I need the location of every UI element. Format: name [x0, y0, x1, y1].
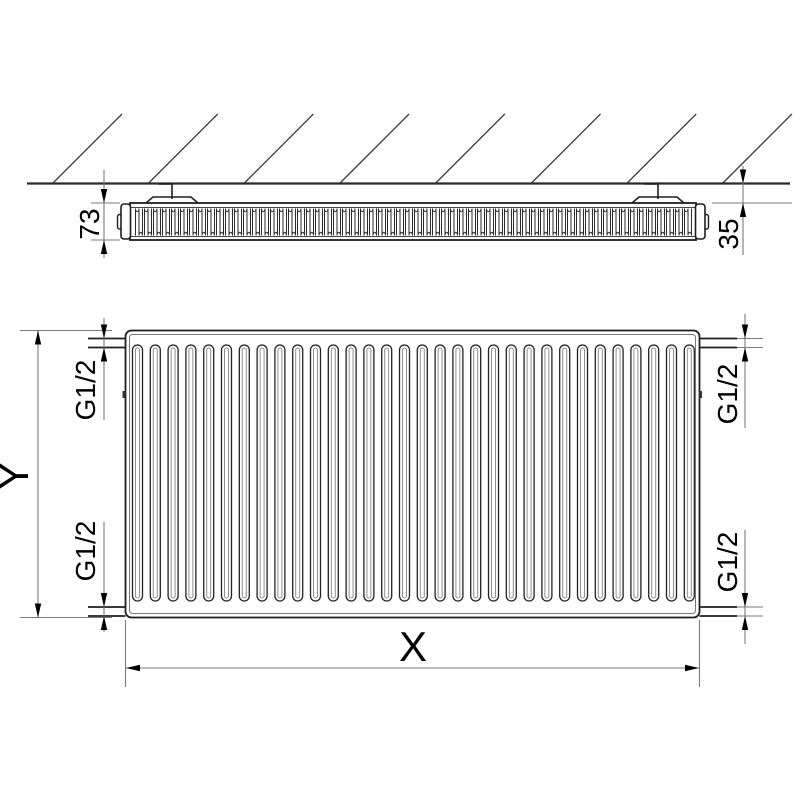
depth-dimension-label: 73 [74, 208, 105, 239]
channel [328, 345, 338, 601]
dimension-wall-gap-35: 35 [712, 166, 792, 255]
height-dimension-label: Y [0, 462, 37, 490]
dimension-connection-top-left: G1/2 [70, 318, 104, 420]
channel [560, 345, 570, 601]
channel [400, 345, 410, 601]
dim-Y-arrow-bottom [35, 604, 41, 618]
channel [186, 345, 196, 601]
channel [506, 345, 516, 601]
dim-g12-tr-arrow-top [742, 325, 748, 339]
width-dimension-label: X [399, 623, 427, 670]
channel [382, 345, 392, 601]
left-end-cap [121, 204, 131, 239]
channel [293, 345, 303, 601]
connection-stub-bottom-right [700, 607, 738, 616]
radiator-front-view [88, 331, 737, 618]
dim-g12-bl-arrow-bottom [101, 616, 107, 630]
channel [453, 345, 463, 601]
dim-73-arrow-top [101, 189, 107, 203]
connection-size-label: G1/2 [712, 364, 743, 425]
dim-g12-tl-arrow-top [101, 325, 107, 339]
dimension-width-X: X [126, 620, 700, 687]
dim-g12-br-arrow-top [742, 593, 748, 607]
channel [133, 345, 143, 601]
channel [631, 345, 641, 601]
channel [489, 345, 499, 601]
connection-size-label: G1/2 [712, 532, 743, 593]
drawing-canvas: 73 35 Y [0, 0, 800, 800]
channel [275, 345, 285, 601]
convector-fins [134, 208, 692, 236]
radiator-technical-drawing: 73 35 Y [0, 0, 800, 800]
dim-g12-tl-arrow-bottom [101, 348, 107, 362]
channel [168, 345, 178, 601]
dim-g12-br-arrow-bottom [742, 616, 748, 630]
mounting-bracket-right [632, 184, 684, 203]
dim-Y-arrow-top [35, 331, 41, 345]
dim-g12-tr-arrow-bottom [742, 348, 748, 362]
channel [222, 345, 232, 601]
connection-stub-top-right [700, 339, 738, 348]
hatch-line [723, 114, 792, 183]
channel [649, 345, 659, 601]
wall-gap-dimension-label: 35 [713, 218, 744, 249]
channel [684, 345, 694, 601]
wall-section [27, 114, 792, 184]
connection-size-label: G1/2 [70, 360, 101, 421]
right-seam-nub [699, 391, 702, 398]
left-seam-nub [123, 391, 126, 398]
dim-73-arrow-bottom [101, 240, 107, 254]
hatch-line [436, 114, 505, 183]
channel [613, 345, 623, 601]
channel [578, 345, 588, 601]
right-end-cap [696, 204, 706, 239]
hatch-line [340, 114, 409, 183]
wall-hatching [53, 114, 792, 183]
connection-size-label: G1/2 [70, 521, 101, 582]
dimension-connection-top-right: G1/2 [712, 314, 763, 428]
mounting-bracket-left [146, 184, 198, 203]
channel [667, 345, 677, 601]
hatch-line [627, 114, 696, 183]
channel [524, 345, 534, 601]
channel [311, 345, 321, 601]
channel [150, 345, 160, 601]
dim-X-arrow-left [126, 665, 140, 671]
channel [435, 345, 445, 601]
channel [364, 345, 374, 601]
channel [204, 345, 214, 601]
connection-stub-top-left [88, 339, 126, 348]
dim-g12-bl-arrow-top [101, 593, 107, 607]
hatch-line [53, 114, 122, 183]
channel [471, 345, 481, 601]
hatch-line [149, 114, 218, 183]
channel [239, 345, 249, 601]
channel [542, 345, 552, 601]
channel [346, 345, 356, 601]
channel [417, 345, 427, 601]
dim-X-arrow-right [685, 665, 699, 671]
channel [595, 345, 605, 601]
hatch-line [244, 114, 313, 183]
dimension-connection-bottom-right: G1/2 [712, 530, 763, 644]
dim-35-arrow-bottom [740, 203, 746, 217]
hatch-line [532, 114, 601, 183]
radiator-top-view [118, 184, 709, 240]
connection-stub-bottom-left [88, 607, 126, 616]
channel [257, 345, 267, 601]
dim-35-arrow-top [740, 170, 746, 184]
